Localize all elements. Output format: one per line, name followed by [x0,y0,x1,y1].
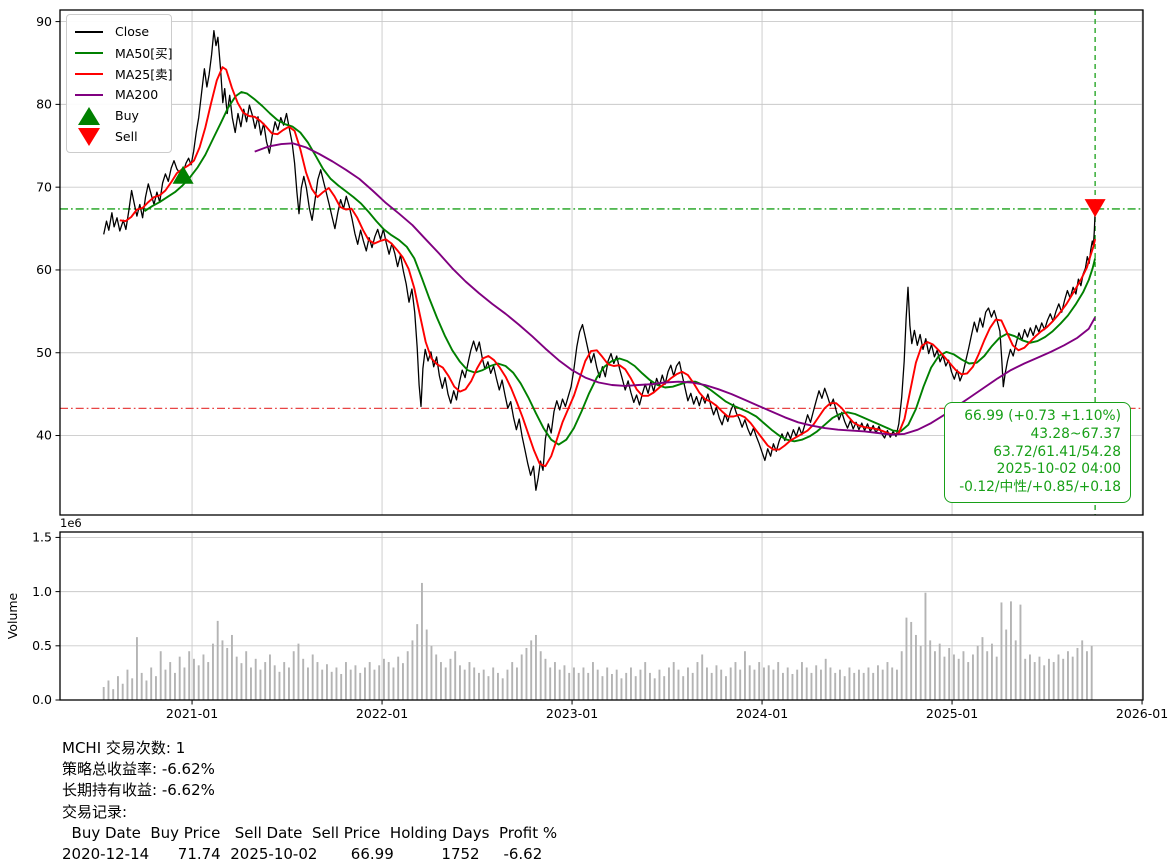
svg-text:90: 90 [36,14,52,29]
axis-labels: 40 50 60 70 80 90 0.0 0.5 1.0 1.5 2021-01 2022-01 20… [5,14,1168,721]
annotation-line-1: 66.99 (+0.73 +1.10%) [964,408,1121,424]
price-annotation-box: 66.99 (+0.73 +1.10%) 43.28~67.37 63.72/61.… [944,402,1131,503]
annotation-line-4: 2025-10-02 04:00 [996,461,1121,478]
svg-text:1.0: 1.0 [32,584,52,599]
svg-text:0.0: 0.0 [32,692,52,707]
summary-line-4: 交易记录: [62,802,128,821]
legend-line-swatch [75,72,103,75]
svg-text:80: 80 [36,97,52,112]
annotation-line-3: 63.72/61.41/54.28 [993,443,1121,460]
legend-item-close: Close [75,21,163,42]
svg-text:50: 50 [36,345,52,360]
legend-item-buy: Buy [75,105,163,126]
summary-line-1: MCHI 交易次数: 1 [62,739,186,757]
annotation-line-2: 43.28~67.37 [1030,425,1121,442]
svg-text:2021-01: 2021-01 [166,706,218,721]
svg-text:70: 70 [36,179,52,194]
buy-marker [172,165,194,184]
svg-text:1e6: 1e6 [60,516,82,530]
ma50-line [143,91,1097,446]
legend-label: MA200 [115,87,159,102]
legend-line-swatch [75,30,103,33]
triangle-up-icon [75,106,103,125]
legend-line-swatch [75,51,103,54]
legend-label: MA25[卖] [115,67,173,82]
triangle-down-icon [75,127,103,146]
svg-text:40: 40 [36,428,52,443]
svg-text:2025-01: 2025-01 [926,706,978,721]
svg-text:2023-01: 2023-01 [546,706,598,721]
summary-line-5: Buy Date Buy Price Sell Date Sell Price … [62,823,558,842]
summary-line-6: 2020-12-14 71.74 2025-10-02 66.99 1752 -… [62,845,543,863]
legend-label: Buy [115,108,139,123]
sell-marker [1084,199,1106,218]
svg-text:0.5: 0.5 [32,638,52,653]
svg-text:2022-01: 2022-01 [356,706,408,721]
volume-axis-label: Volume [5,592,20,639]
summary-line-2: 策略总收益率: -6.62% [62,760,215,779]
legend-item-sell: Sell [75,126,163,147]
legend-label: Close [115,24,150,39]
svg-text:2024-01: 2024-01 [736,706,788,721]
svg-text:60: 60 [36,262,52,277]
trade-markers [172,165,1106,218]
panel-borders [59,9,1144,701]
summary-line-3: 长期持有收益: -6.62% [62,781,215,800]
legend-item-ma50: MA50[买] [75,42,173,63]
legend-item-ma200: MA200 [75,84,163,105]
legend-item-ma25: MA25[卖] [75,63,173,84]
svg-text:2026-01: 2026-01 [1116,706,1168,721]
annotation-line-5: -0.12/中性/+0.85/+0.18 [959,479,1121,496]
ma25-line [119,66,1097,468]
trade-summary-text: MCHI 交易次数: 1 策略总收益率: -6.62% 长期持有收益: -6.62%… [62,738,557,863]
legend: Close MA50[买] MA25[卖] MA200 Buy Sell [66,14,173,153]
legend-line-swatch [75,93,103,96]
legend-label: Sell [115,129,138,144]
legend-label: MA50[买] [115,46,173,61]
volume-bars [102,582,1093,700]
svg-text:1.5: 1.5 [32,530,52,545]
